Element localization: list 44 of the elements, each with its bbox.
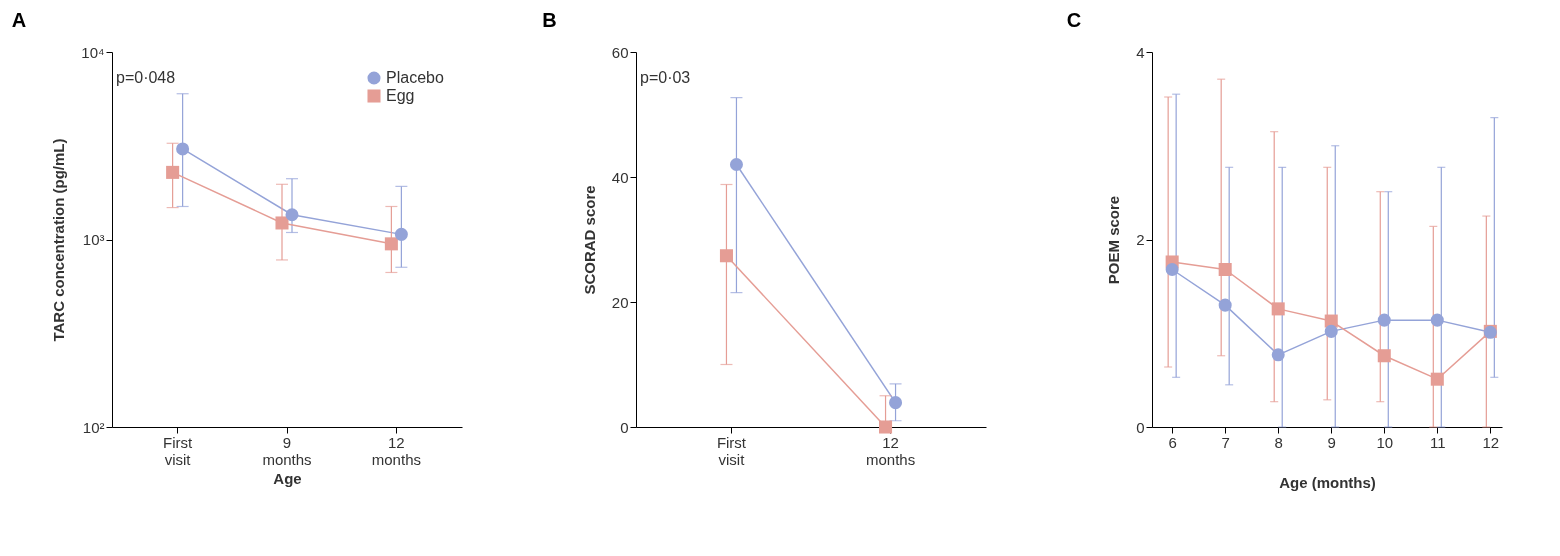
- y-tick-label: 2: [1136, 231, 1145, 248]
- x-tick-label: First visit: [716, 433, 747, 468]
- x-tick-label: 6: [1168, 433, 1177, 451]
- x-tick-label: 9 months: [262, 433, 312, 468]
- x-tick-label: First visit: [163, 433, 194, 468]
- x-tick-label: 12: [1482, 433, 1500, 451]
- x-axis-title: Age: [273, 469, 302, 487]
- chart-title: A: [11, 9, 27, 31]
- x-tick-label: 8: [1274, 433, 1283, 451]
- point: [1271, 348, 1285, 362]
- y-tick-label: 40: [611, 168, 629, 186]
- x-tick-label: 9: [1327, 433, 1336, 451]
- y-tick-label: 4: [1136, 43, 1145, 61]
- y-axis-title: TARC concentration (pg/mL): [50, 138, 68, 342]
- y-axis-title: SCORAD score: [580, 185, 598, 295]
- point: [1430, 313, 1444, 327]
- x-tick-label: 12 months: [865, 433, 916, 468]
- point: [1165, 262, 1179, 277]
- x-tick-label: 11: [1430, 433, 1446, 451]
- annotation: p=0·048: [116, 69, 176, 86]
- x-tick-label: 7: [1221, 433, 1230, 451]
- legend-label: Placebo: [386, 69, 444, 86]
- point: [1377, 313, 1391, 327]
- point: [1271, 302, 1285, 316]
- y-tick-label: 10²: [82, 418, 105, 436]
- y-tick-label: 0: [1136, 418, 1145, 436]
- y-axis-title: POEM score: [1105, 195, 1123, 285]
- point: [1218, 298, 1232, 312]
- chart-title: B: [542, 9, 557, 31]
- y-tick-label: 20: [611, 293, 629, 311]
- legend-label: Egg: [386, 87, 415, 104]
- point: [1218, 262, 1232, 277]
- annotation: p=0·03: [640, 69, 691, 86]
- y-tick-label: 60: [611, 43, 629, 61]
- point: [1377, 349, 1391, 363]
- y-tick-label: 10³: [82, 231, 105, 248]
- x-tick-label: 10: [1376, 433, 1394, 451]
- point: [1430, 372, 1444, 386]
- x-tick-label: 12 months: [371, 433, 421, 468]
- y-tick-label: 10⁴: [81, 43, 105, 61]
- y-tick-label: 0: [620, 418, 629, 436]
- point: [1324, 324, 1338, 338]
- x-axis-title: Age (months): [1279, 473, 1376, 491]
- chart-title: C: [1066, 9, 1082, 31]
